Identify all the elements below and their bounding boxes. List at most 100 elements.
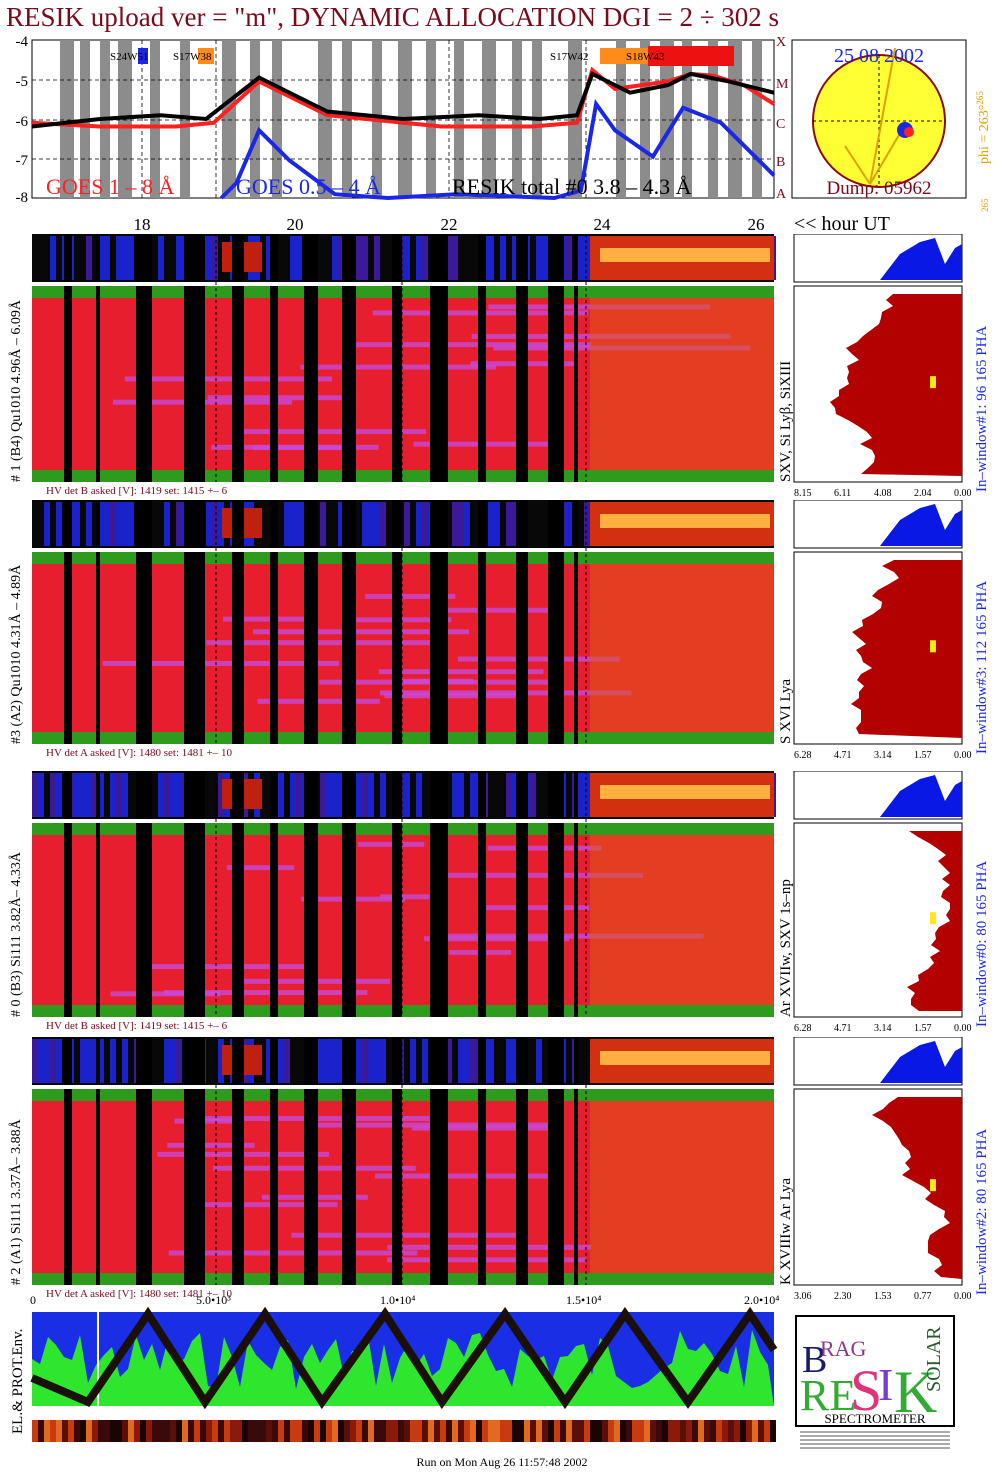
channel-label: # 0 (B3) Si111 3.82Å– 4.33Å [8, 851, 24, 1017]
spectrogram-band [32, 286, 774, 298]
spectrogram-gap [392, 552, 402, 744]
env-strip-cell [698, 1420, 704, 1442]
pha-cell [584, 502, 590, 546]
svg-text:1.0•10⁴: 1.0•10⁴ [380, 1293, 415, 1307]
pha-cell [290, 773, 296, 817]
spectrogram-line [424, 936, 570, 942]
svg-text:24: 24 [594, 215, 612, 234]
env-strip-cell [566, 1420, 572, 1442]
env-color-strip [32, 1420, 776, 1442]
goes-gray-band [568, 40, 582, 198]
goes-gray-band [752, 40, 762, 198]
spectrogram-line [243, 429, 426, 435]
pha-flare-cell [600, 785, 770, 799]
spectrum-profile [872, 1097, 962, 1279]
env-strip-cell [182, 1420, 188, 1442]
pha-cell [464, 1039, 470, 1083]
spectrogram-gap [136, 823, 152, 1017]
spectrum-tick: 0.00 [954, 750, 972, 761]
pha-cell [320, 1039, 326, 1083]
pha-gap [232, 234, 244, 282]
pha-gap [574, 500, 578, 548]
env-strip-cell [632, 1420, 638, 1442]
spectrogram-gap [270, 823, 278, 1017]
spectrogram-band [32, 1089, 774, 1101]
spectrogram-gap [574, 286, 578, 482]
env-strip-cell [338, 1420, 344, 1442]
spectrogram-gap [430, 552, 448, 744]
svg-text:18: 18 [134, 215, 151, 234]
pha-cell [494, 502, 500, 546]
env-strip-cell [512, 1420, 518, 1442]
env-strip-cell [422, 1420, 428, 1442]
pha-gap [574, 1037, 578, 1085]
env-strip-cell [86, 1420, 92, 1442]
pha-cell [50, 236, 56, 280]
env-strip-cell [746, 1420, 752, 1442]
spectrogram-line [163, 990, 368, 996]
spectrogram-line [257, 698, 380, 704]
spectrogram-line [357, 841, 425, 847]
pha-gap [430, 1037, 448, 1085]
pha-gap [232, 771, 244, 819]
pha-cell [356, 773, 362, 817]
pha-gap [392, 771, 402, 819]
goes-gray-band [454, 40, 464, 198]
pha-gap [392, 500, 402, 548]
spectrogram-line [479, 905, 590, 911]
pha-cell [422, 236, 428, 280]
env-strip-cell [350, 1420, 356, 1442]
pha-cell [422, 1039, 428, 1083]
env-strip-cell [146, 1420, 152, 1442]
spectrogram-line [110, 991, 221, 997]
svg-text:-7: -7 [16, 153, 29, 169]
pha-cell [56, 502, 62, 546]
pha-cell [338, 773, 344, 817]
pha-gap [184, 1037, 205, 1085]
pha-gap [304, 234, 318, 282]
env-strip-cell [536, 1420, 542, 1442]
pha-gap [136, 1037, 152, 1085]
spectrogram-flare [590, 298, 774, 470]
pha-cell [362, 236, 368, 280]
spectrogram-gap [64, 823, 72, 1017]
pha-gap [136, 500, 152, 548]
pha-cell [584, 236, 590, 280]
env-strip-cell [56, 1420, 62, 1442]
spectrogram-gap [548, 823, 564, 1017]
pha-cell [338, 236, 344, 280]
pha-cell [536, 236, 542, 280]
flare-marker [600, 48, 648, 64]
svg-text:M: M [776, 77, 789, 92]
pha-cell [158, 236, 164, 280]
spectrogram-gap [574, 823, 578, 1017]
pha-cell [74, 773, 80, 817]
env-strip-cell [440, 1420, 446, 1442]
hour-ticks: 18 20 22 24 26 [134, 215, 765, 234]
pha-cell [110, 1039, 116, 1083]
phi-side-value: 265 [980, 198, 990, 212]
pha-gap [96, 1037, 100, 1085]
spectrum-profile [907, 831, 962, 1011]
env-strip-cell [740, 1420, 746, 1442]
env-strip-cell [470, 1420, 476, 1442]
logo-letter: RAG [820, 1336, 867, 1361]
spectrogram-band [32, 732, 774, 744]
spectrogram-gap [430, 823, 448, 1017]
pha-cell [578, 773, 584, 817]
env-strip-cell [308, 1420, 314, 1442]
flare-marker [648, 46, 734, 66]
goes-gray-band [60, 40, 74, 198]
env-strip-cell [266, 1420, 272, 1442]
pha-gap [304, 771, 318, 819]
spectral-lines-label: K XVIIIw Ar Lya [778, 1178, 794, 1285]
pha-cell [50, 773, 56, 817]
env-strip-cell [374, 1420, 380, 1442]
env-strip-cell [584, 1420, 590, 1442]
env-strip-cell [104, 1420, 110, 1442]
spectrum-tick: 3.14 [874, 1023, 892, 1033]
logo-letter: RE [800, 1371, 856, 1420]
pha-cell [218, 773, 224, 817]
pha-cell [176, 1039, 182, 1083]
pha-gap [184, 234, 205, 282]
